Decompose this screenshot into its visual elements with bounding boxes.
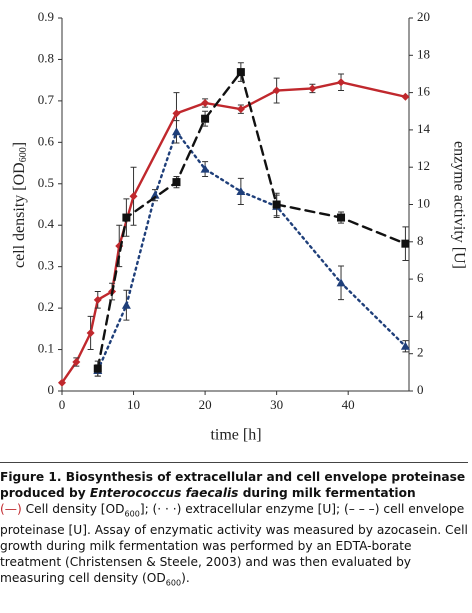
y2-tick-label: 10 (417, 195, 430, 210)
x-tick-label: 10 (127, 397, 140, 412)
y-tick-label: 0.9 (38, 9, 54, 24)
y2-tick-label: 16 (417, 84, 431, 99)
series-line (60, 81, 407, 384)
x-tick-label: 30 (270, 397, 283, 412)
caption-text: ). (181, 571, 190, 586)
point (129, 192, 138, 201)
point (172, 109, 181, 118)
caption-red-line: (—) (0, 502, 22, 516)
y-tick-label: 0.4 (38, 216, 55, 231)
point (58, 378, 66, 387)
caption-species: Enterococcus faecalis (89, 486, 239, 500)
point (93, 295, 102, 304)
y-tick-label: 0.1 (38, 341, 54, 356)
point (272, 200, 281, 209)
x-tick-label: 20 (199, 397, 212, 412)
point (236, 105, 245, 114)
y-axis-label: cell density [OD600] (11, 142, 30, 268)
y2-tick-label: 14 (417, 121, 431, 136)
y2-tick-label: 12 (417, 158, 430, 173)
series-line (96, 129, 407, 372)
caption-text: ]; (· · ·) extracellular enzyme [U]; (– … (0, 502, 468, 586)
point (337, 78, 346, 87)
point (201, 114, 210, 123)
y-label-text: cell density [OD (11, 162, 28, 268)
y-label-end: ] (11, 142, 28, 147)
caption-text: Cell density [OD (21, 502, 125, 516)
y-tick-label: 0.7 (38, 92, 55, 107)
point (336, 278, 346, 287)
point (86, 328, 95, 337)
point (172, 178, 181, 187)
caption-sub: 600 (165, 578, 182, 588)
y-tick-label: 0.3 (38, 258, 54, 273)
y2-tick-label: 8 (417, 233, 424, 248)
point (236, 68, 245, 77)
x-tick-label: 0 (59, 397, 66, 412)
y2-tick-label: 6 (417, 270, 424, 285)
point (150, 190, 160, 199)
caption: Figure 1. Biosynthesis of extracellular … (0, 462, 468, 592)
y2-axis-label: enzyme activity [U] (450, 141, 467, 269)
caption-sub: 600 (124, 509, 140, 519)
caption-title: Figure 1. Biosynthesis of extracellular … (0, 470, 465, 500)
y-label-sub: 600 (18, 147, 29, 162)
point (93, 364, 102, 373)
y2-tick-label: 4 (417, 307, 424, 322)
y-tick-label: 0.2 (38, 299, 54, 314)
y-tick-label: 0.5 (38, 175, 54, 190)
y2-tick-label: 2 (417, 345, 424, 360)
y2-tick-label: 20 (417, 9, 430, 24)
y-tick-label: 0 (48, 382, 55, 397)
y2-tick-label: 18 (417, 46, 430, 61)
point (72, 357, 81, 366)
caption-title-text: Figure 1. Biosynthesis of extracellular … (0, 470, 466, 500)
point (308, 84, 317, 93)
y-tick-label: 0.8 (38, 50, 54, 65)
point (272, 86, 281, 95)
point (121, 300, 131, 309)
point (337, 213, 346, 222)
x-tick-label: 40 (342, 397, 355, 412)
point (401, 92, 410, 101)
point (171, 127, 181, 136)
point (122, 213, 131, 222)
point (200, 164, 210, 173)
point (236, 186, 246, 195)
chart: time [h] cell density [OD600] enzyme act… (11, 9, 468, 444)
y2-tick-label: 0 (417, 382, 424, 397)
x-axis-label: time [h] (210, 427, 261, 444)
caption-title-text: during milk fermentation (238, 486, 416, 500)
y-tick-label: 0.6 (38, 133, 55, 148)
point (400, 341, 410, 350)
point (201, 98, 210, 107)
point (401, 239, 410, 248)
series-line (96, 69, 407, 370)
